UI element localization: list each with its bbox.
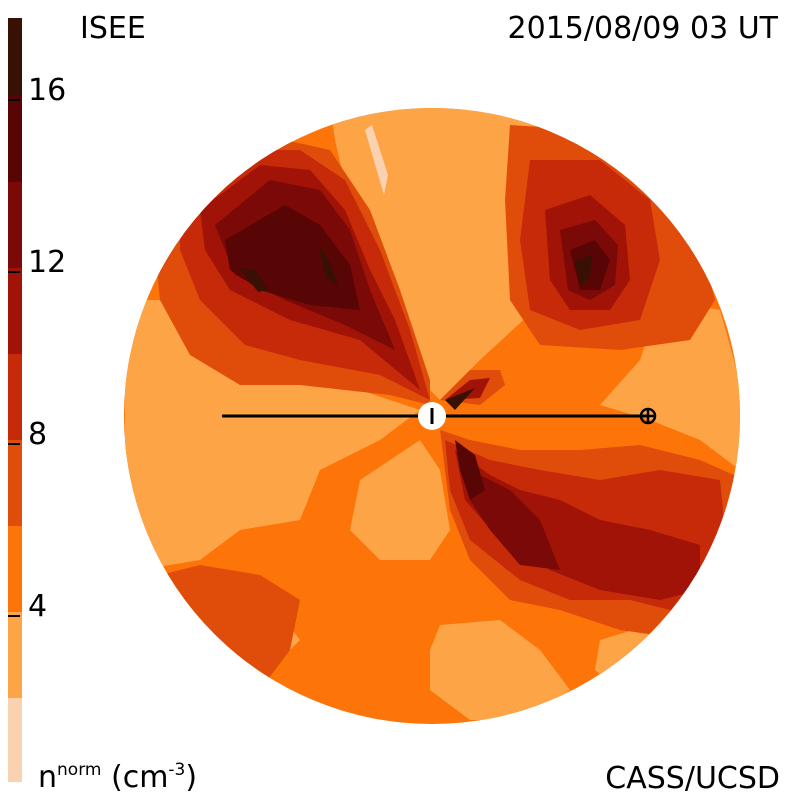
colorbar-swatch-5 — [8, 354, 22, 440]
density-region — [455, 440, 485, 500]
density-region — [445, 388, 475, 410]
density-region — [318, 245, 338, 285]
colorbar-tick-label-8: 8 — [28, 417, 48, 452]
colorbar-tick-label-12: 12 — [28, 245, 67, 280]
earth-icon — [639, 407, 657, 425]
colorbar-swatch-7 — [8, 182, 22, 268]
colorbar-tick-label-4: 4 — [28, 589, 48, 624]
density-region — [575, 255, 592, 285]
colorbar-swatch-6 — [8, 268, 22, 354]
density-region — [365, 125, 388, 195]
colorbar-swatch-1 — [8, 698, 22, 782]
density-region — [445, 378, 490, 400]
density-region — [350, 440, 450, 560]
colorbar-swatch-9 — [8, 18, 22, 96]
colorbar-unit-label: nnorm (cm-3) — [38, 760, 198, 795]
density-region — [455, 450, 700, 600]
colorbar-swatch-3 — [8, 526, 22, 612]
credit-label: CASS/UCSD — [605, 761, 780, 796]
density-region — [125, 300, 420, 570]
density-region — [430, 620, 570, 720]
colorbar — [8, 18, 22, 782]
density-region — [600, 300, 740, 470]
sun-marker — [418, 402, 446, 430]
colorbar-swatch-2 — [8, 612, 22, 698]
colorbar-swatch-8 — [8, 96, 22, 182]
colorbar-tick-label-16: 16 — [28, 73, 67, 108]
density-region — [470, 470, 560, 570]
timestamp-label: 2015/08/09 03 UT — [507, 11, 778, 46]
colorbar-swatch-4 — [8, 440, 22, 526]
density-region — [240, 268, 268, 292]
title-label: ISEE — [80, 11, 146, 46]
